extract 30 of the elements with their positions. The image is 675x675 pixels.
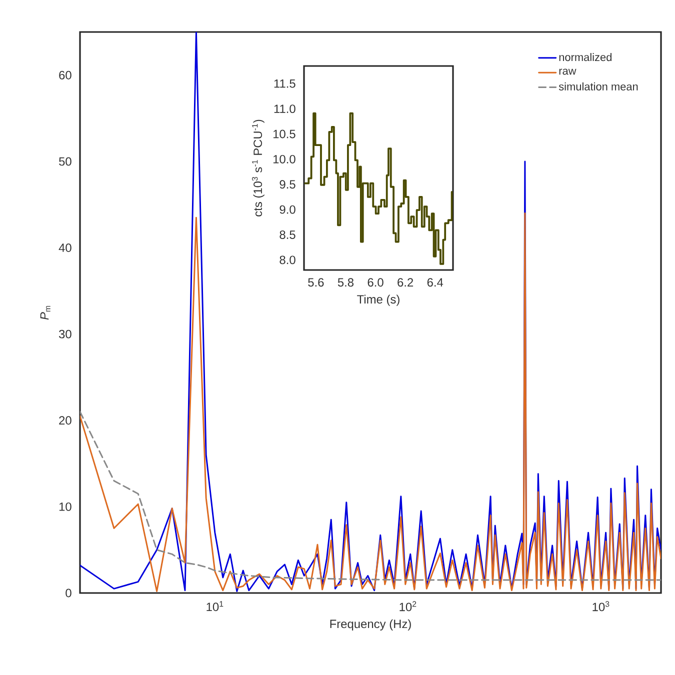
- x-tick-label: 6.0: [368, 278, 384, 287]
- x-tick-label: 6.4: [427, 278, 444, 287]
- y-tick-label: 10.0: [273, 154, 296, 164]
- y-tick-label: 10.5: [273, 130, 296, 138]
- x-tick-label: 10$^{2}$: [400, 601, 416, 612]
- y-axis-title: P$_{m}$: [40, 306, 50, 320]
- y-axis-title: cts (10$^{3}$ s$^{-1}$ PCU$^{-1}$): [252, 120, 264, 216]
- y-tick-label: 10: [59, 502, 72, 511]
- x-axis-title: Frequency (Hz): [330, 619, 411, 631]
- y-tick-label: 9.5: [280, 180, 296, 189]
- y-tick-label: 0: [66, 588, 72, 598]
- x-tick-label: 6.2: [398, 278, 414, 287]
- x-tick-label: 5.8: [338, 278, 354, 287]
- legend-label: normalized: [559, 53, 612, 62]
- y-tick-label: 20: [59, 416, 72, 425]
- x-tick-label: 10$^{3}$: [592, 601, 610, 612]
- x-tick-label: 10$^{1}$: [206, 601, 224, 612]
- x-axis-title: Time (s): [357, 294, 400, 306]
- y-tick-label: 8.5: [280, 230, 296, 239]
- legend-label: raw: [559, 68, 576, 75]
- legend-label: simulation mean: [558, 82, 638, 90]
- y-tick-label: 11.0: [274, 104, 296, 114]
- y-tick-label: 30: [58, 330, 72, 338]
- x-tick-label: 5.6: [308, 278, 324, 287]
- y-tick-label: 9.0: [280, 205, 296, 214]
- y-tick-label: 8.0: [280, 256, 296, 264]
- y-tick-label: 40: [58, 244, 72, 252]
- y-tick-label: 11.5: [274, 79, 296, 88]
- y-tick-label: 50: [59, 157, 72, 166]
- y-tick-label: 60: [59, 70, 72, 80]
